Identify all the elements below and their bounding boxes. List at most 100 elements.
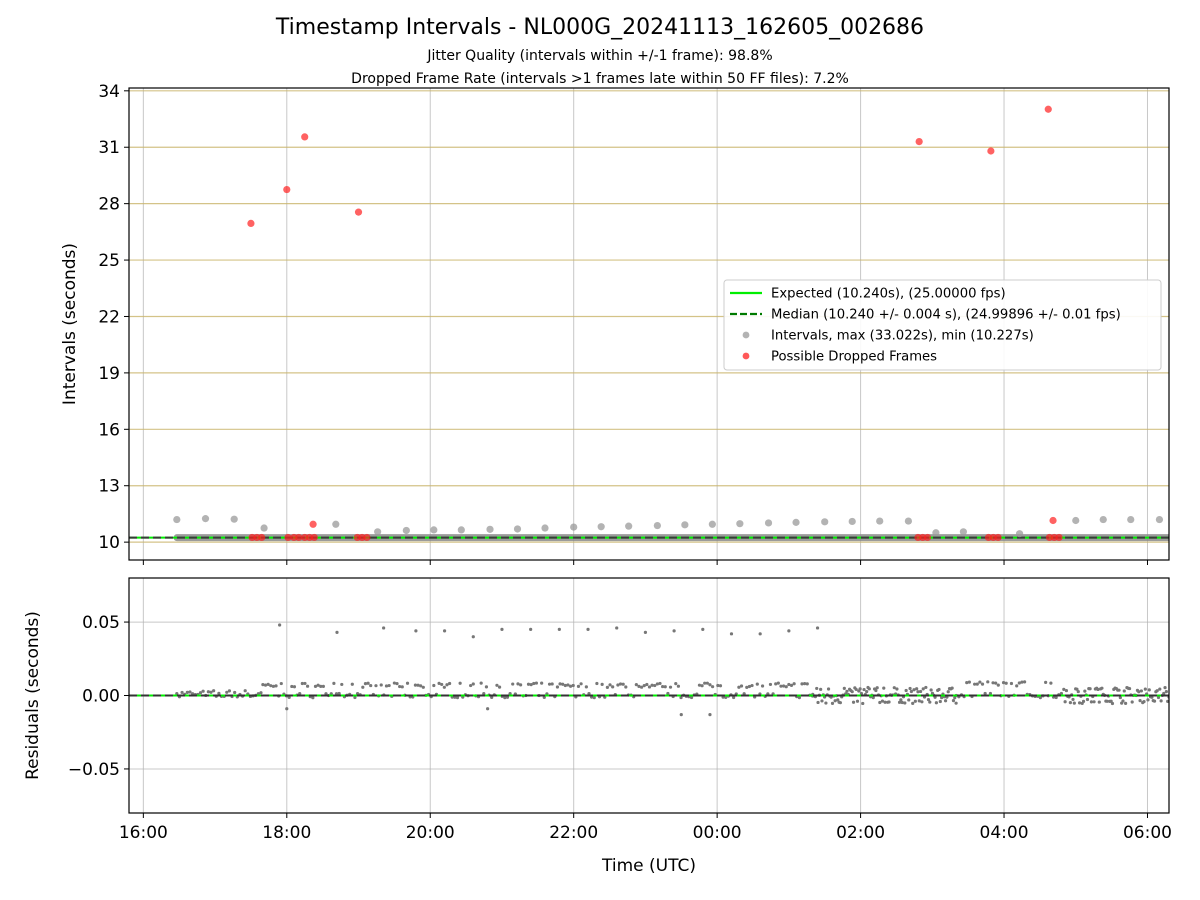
legend-entry-label: Expected (10.240s), (25.00000 fps) xyxy=(771,287,1006,302)
residual-point xyxy=(689,695,694,700)
residual-point xyxy=(1163,686,1167,690)
residual-point xyxy=(1110,701,1115,706)
residual-point xyxy=(1146,698,1150,702)
residual-point xyxy=(313,684,318,689)
residual-point xyxy=(639,685,644,689)
top-ytick-label: 28 xyxy=(98,195,120,215)
residual-point xyxy=(227,689,232,693)
residual-point xyxy=(198,691,203,695)
residual-point xyxy=(350,682,354,686)
residual-point xyxy=(747,684,752,689)
residual-point xyxy=(978,680,982,684)
residual-point xyxy=(579,682,583,686)
residual-point xyxy=(542,695,546,699)
residual-point xyxy=(311,696,315,700)
residual-outlier-point xyxy=(586,627,590,632)
dropped-frame-point xyxy=(1044,105,1052,113)
residual-point xyxy=(653,683,657,688)
residual-point xyxy=(225,690,229,694)
residual-point xyxy=(776,681,780,685)
residual-point xyxy=(392,681,396,685)
residual-point xyxy=(800,682,804,686)
residual-point xyxy=(934,701,938,705)
residual-point xyxy=(779,684,783,688)
residual-point xyxy=(710,685,715,689)
residual-point xyxy=(920,700,924,704)
residual-point xyxy=(862,687,866,692)
residual-point xyxy=(1159,699,1163,703)
bottom-ytick-label: 0.00 xyxy=(82,687,120,707)
residual-point xyxy=(355,692,360,696)
residual-point xyxy=(946,690,950,694)
residual-point xyxy=(479,681,483,685)
residual-point xyxy=(547,682,552,686)
interval-point xyxy=(332,520,340,528)
interval-point xyxy=(904,517,913,525)
residual-point xyxy=(988,691,993,696)
residual-point xyxy=(1077,701,1082,705)
residual-point xyxy=(1158,687,1162,691)
residual-point xyxy=(384,684,389,688)
residual-point xyxy=(398,684,402,689)
residual-point xyxy=(421,685,425,689)
residual-point xyxy=(938,699,942,704)
interval-point xyxy=(1072,516,1080,525)
residual-point xyxy=(508,692,512,696)
residual-point xyxy=(943,699,948,703)
residual-point xyxy=(1142,700,1146,704)
residual-point xyxy=(440,682,444,687)
residual-point xyxy=(1001,681,1006,685)
residual-point xyxy=(534,681,538,685)
residual-point xyxy=(1044,680,1048,684)
legend-box xyxy=(723,279,1162,371)
residual-point xyxy=(703,681,707,685)
residual-point xyxy=(642,684,646,688)
top-ytick-label: 10 xyxy=(98,533,120,553)
residual-point xyxy=(716,683,720,688)
residual-point xyxy=(1124,701,1128,705)
legend-entry-label: Possible Dropped Frames xyxy=(771,350,937,365)
interval-point xyxy=(1099,515,1107,524)
dropped-frame-point xyxy=(1049,516,1057,525)
residual-point xyxy=(298,692,302,696)
residual-point xyxy=(921,687,925,691)
dropped-frame-point xyxy=(1055,533,1063,542)
residual-point xyxy=(851,700,856,704)
residual-point xyxy=(858,687,862,691)
residual-outlier-point xyxy=(486,707,490,711)
residual-point xyxy=(571,683,575,688)
residual-outlier-point xyxy=(557,627,561,632)
interval-point xyxy=(1015,530,1024,538)
interval-point xyxy=(230,515,238,523)
interval-point xyxy=(513,525,522,533)
residual-point xyxy=(904,688,908,693)
bottom-xtick-label: 16:00 xyxy=(119,823,168,843)
top-ytick-label: 31 xyxy=(98,138,120,158)
residual-point xyxy=(1092,700,1096,704)
top-ytick-label: 34 xyxy=(98,82,120,102)
dropped-frame-point xyxy=(987,147,995,155)
interval-point xyxy=(486,525,494,533)
residual-point xyxy=(1143,687,1147,691)
residual-point xyxy=(816,700,820,705)
interval-point xyxy=(374,528,382,536)
residual-point xyxy=(1097,700,1101,704)
residual-point xyxy=(705,681,709,685)
residual-point xyxy=(739,684,744,688)
interval-point xyxy=(260,524,268,532)
residual-point xyxy=(996,683,1000,687)
residual-point xyxy=(1081,699,1086,703)
residual-point xyxy=(883,700,887,704)
residual-point xyxy=(940,696,944,700)
residual-point xyxy=(616,683,620,687)
residual-point xyxy=(353,695,357,700)
residual-outlier-point xyxy=(471,635,475,639)
residual-point xyxy=(1015,684,1019,688)
residual-point xyxy=(1072,701,1076,705)
residual-point xyxy=(201,689,205,693)
residual-point xyxy=(805,682,809,686)
residual-point xyxy=(519,683,523,687)
residual-outlier-point xyxy=(285,707,289,711)
residual-point xyxy=(185,690,189,694)
residual-point xyxy=(490,695,494,699)
